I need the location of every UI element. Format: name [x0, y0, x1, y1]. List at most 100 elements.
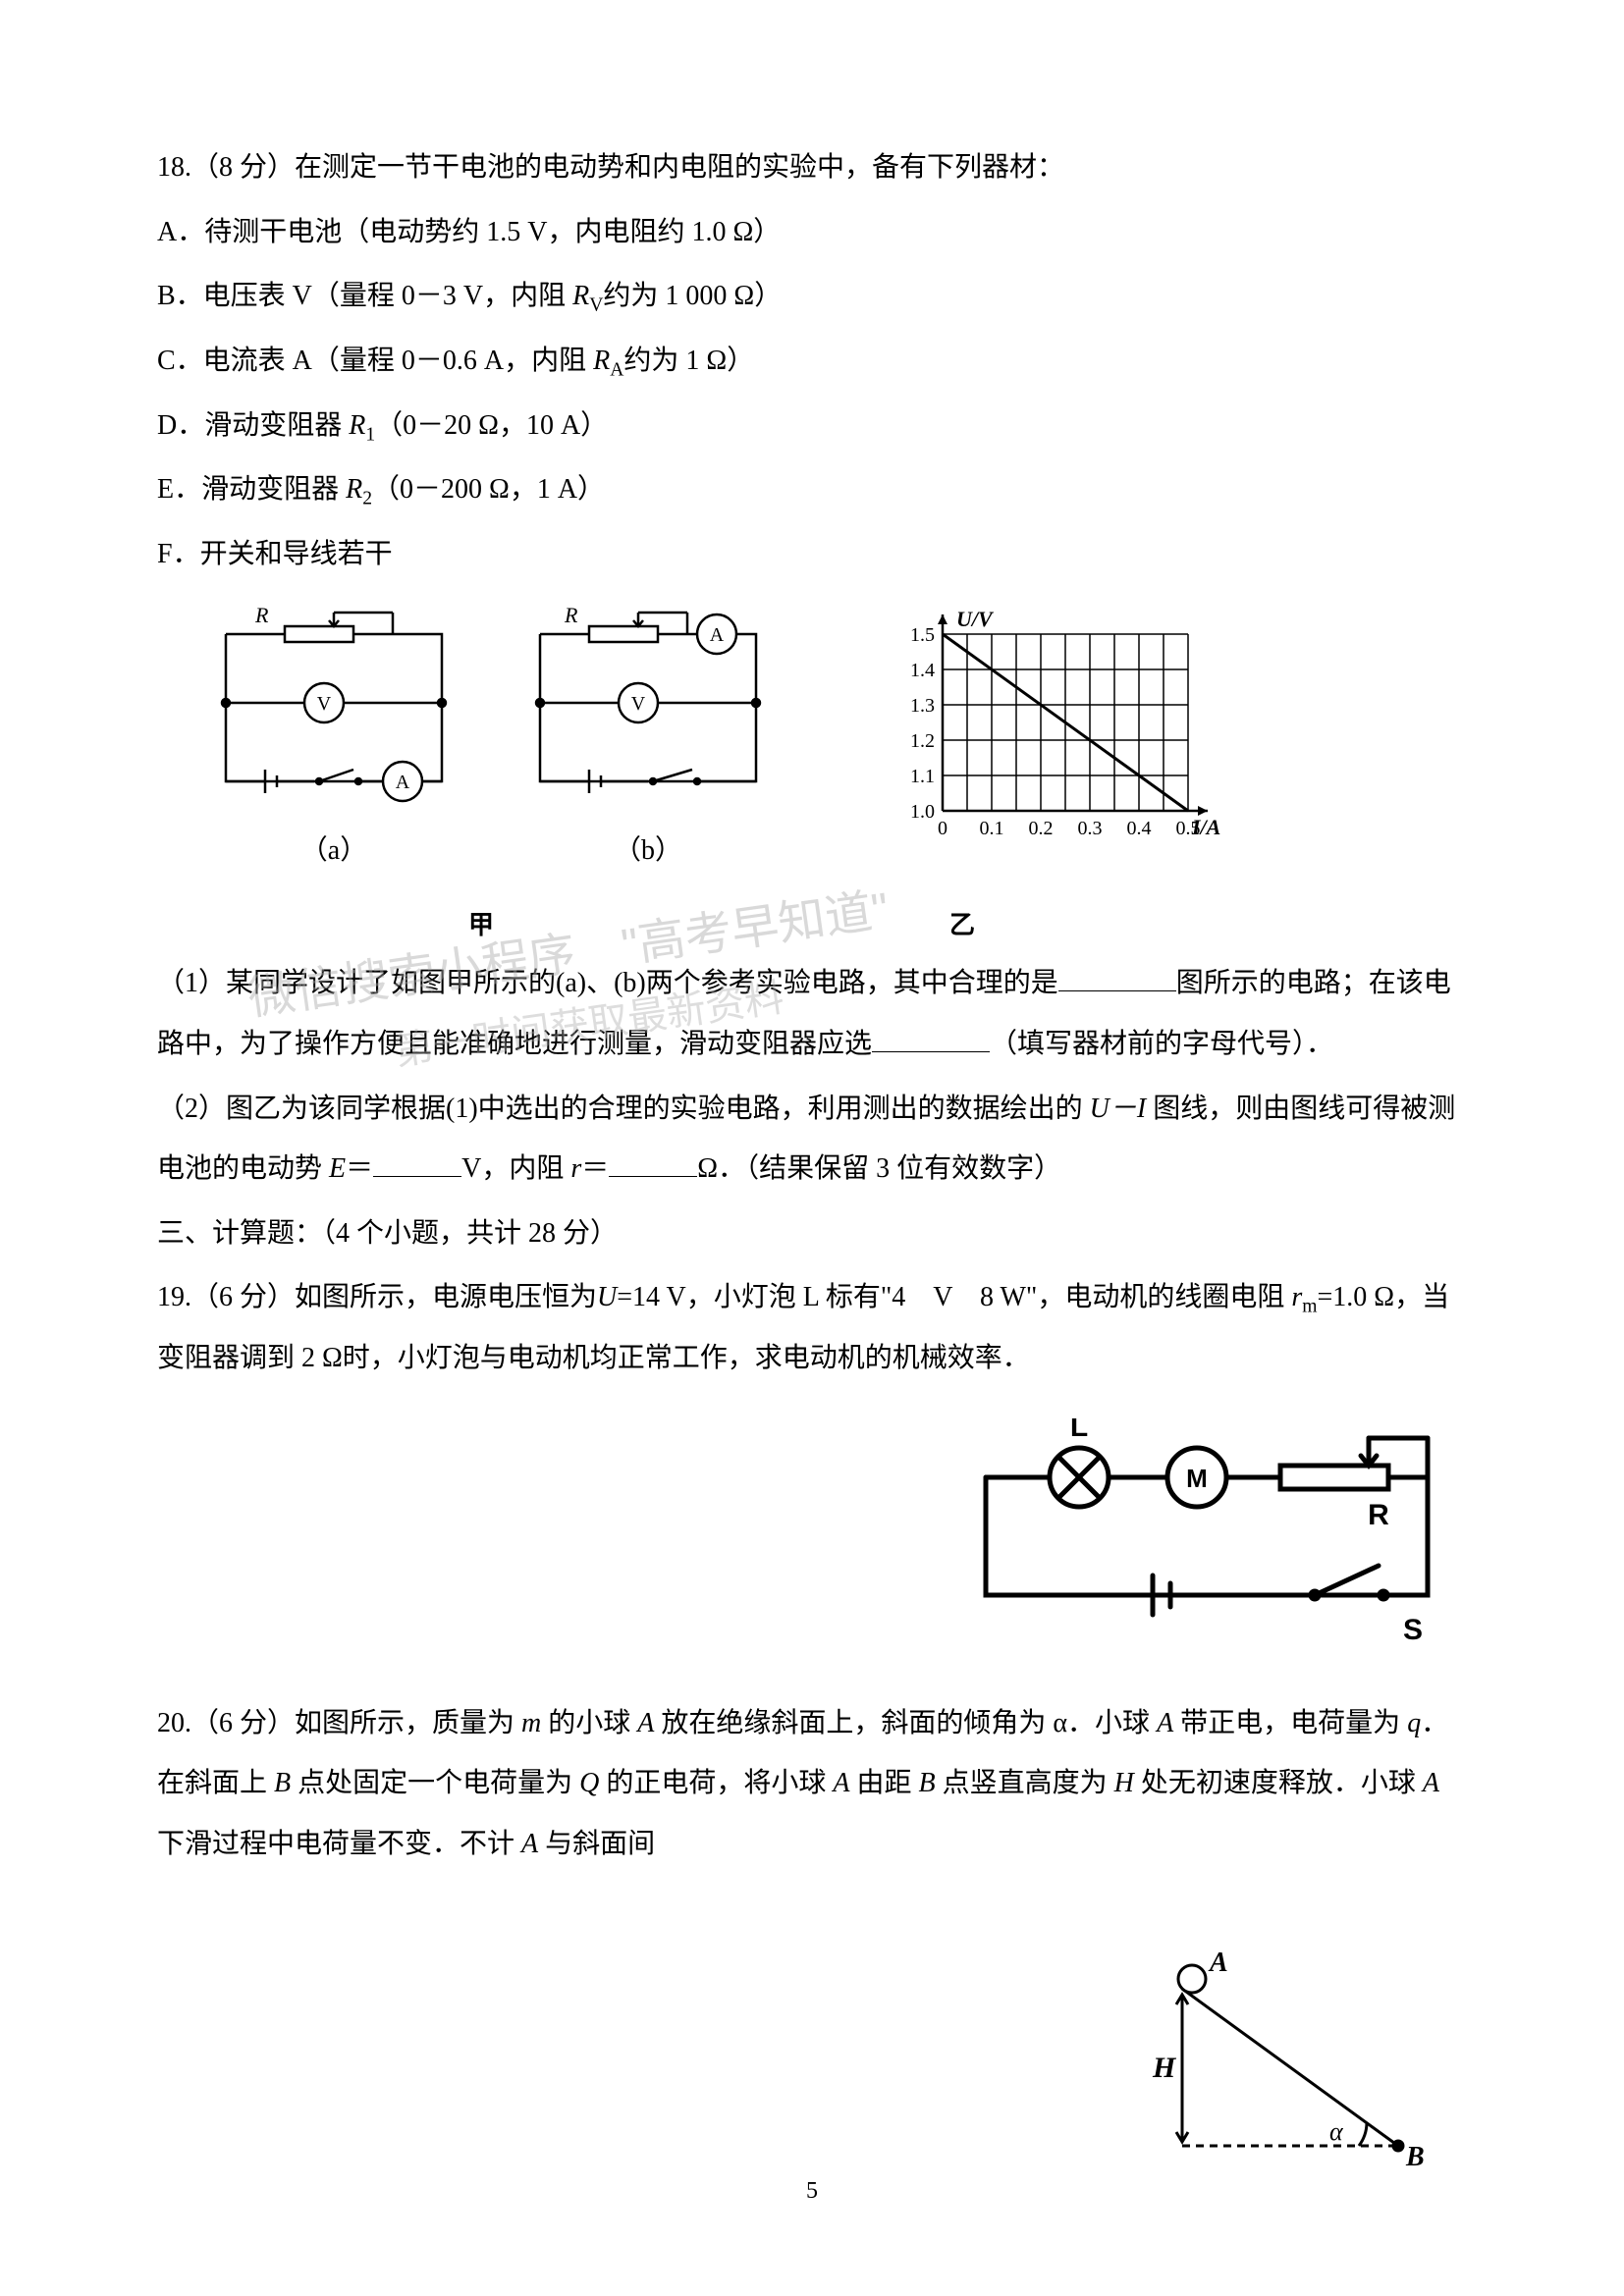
blank[interactable]: [609, 1145, 697, 1178]
text: 带正电，电荷量为: [1173, 1708, 1407, 1738]
sub-A: A: [610, 359, 623, 380]
text: 的正电荷，将小球: [599, 1768, 833, 1798]
text: （0－200 Ω，1 A）: [372, 474, 605, 505]
svg-text:U/V: U/V: [956, 607, 995, 631]
text: （0－20 Ω，10 A）: [375, 410, 608, 441]
var-E: E: [329, 1153, 346, 1184]
svg-text:1.1: 1.1: [910, 766, 935, 787]
text: D．滑动变阻器: [157, 410, 349, 441]
text: C．电流表 A（量程 0－0.6 A，内阻: [157, 346, 593, 376]
svg-text:A: A: [710, 624, 725, 646]
var-A: A: [1157, 1708, 1173, 1738]
text: ＝: [346, 1153, 373, 1184]
text: 点处固定一个电荷量为: [291, 1768, 579, 1798]
var-Q: Q: [579, 1768, 599, 1798]
label-R: R: [564, 605, 578, 627]
var-R: R: [346, 474, 362, 505]
var-r: r: [1291, 1282, 1302, 1312]
sub-V: V: [589, 295, 603, 316]
text: 下滑过程中电荷量不变．不计: [157, 1829, 521, 1859]
q18-figure-row: R V A （a）: [196, 605, 1467, 882]
circuit-b-label: （b）: [614, 821, 682, 881]
graph-yi: 1.01.11.21.31.41.500.10.20.30.40.5U/VI/A: [884, 605, 1237, 882]
q18-optA: A．待测干电池（电动势约 1.5 V，内电阻约 1.0 Ω）: [157, 202, 1467, 263]
label-alpha: α: [1329, 2117, 1344, 2146]
label-L: L: [1070, 1418, 1088, 1443]
text: 19.（6 分）如图所示，电源电压恒为: [157, 1282, 597, 1312]
text: 20.（6 分）如图所示，质量为: [157, 1708, 521, 1738]
text: B．电压表 V（量程 0－3 V，内阻: [157, 281, 572, 311]
svg-text:A: A: [396, 772, 410, 793]
circuit-a-svg: R V A: [196, 605, 471, 821]
q18-optB: B．电压表 V（量程 0－3 V，内阻 RV约为 1 000 Ω）: [157, 266, 1467, 327]
label-R: R: [254, 605, 269, 627]
q19-figure: L M R S: [157, 1418, 1467, 1644]
circuit-a-label: （a）: [300, 821, 367, 881]
svg-text:I/A: I/A: [1191, 815, 1220, 839]
caption-jia: 甲: [196, 897, 766, 953]
svg-text:1.3: 1.3: [910, 695, 935, 717]
var-UI: U－I: [1090, 1094, 1147, 1124]
var-A: A: [1423, 1768, 1439, 1798]
label-H: H: [1152, 2052, 1177, 2084]
var-A: A: [521, 1829, 538, 1859]
var-r: r: [570, 1153, 581, 1184]
var-H: H: [1114, 1768, 1134, 1798]
var-R: R: [593, 346, 610, 376]
label-B: B: [1405, 2142, 1425, 2172]
var-B: B: [919, 1768, 936, 1798]
sub-2: 2: [362, 489, 372, 509]
svg-text:1.4: 1.4: [910, 660, 935, 681]
svg-text:0.1: 0.1: [980, 818, 1004, 839]
svg-text:1.5: 1.5: [910, 624, 935, 646]
text: ＝: [581, 1153, 609, 1184]
text: （填写器材前的字母代号）．: [990, 1029, 1333, 1059]
graph-svg: 1.01.11.21.31.41.500.10.20.30.40.5U/VI/A: [884, 605, 1237, 860]
circuit-b: R A V （b）: [511, 605, 785, 881]
blank[interactable]: [872, 1019, 990, 1052]
text: E．滑动变阻器: [157, 474, 346, 505]
q19-circuit-svg: L M R S: [956, 1418, 1467, 1644]
section3-heading: 三、计算题：（4 个小题，共计 28 分）: [157, 1203, 1467, 1264]
q19-stem: 19.（6 分）如图所示，电源电压恒为U=14 V，小灯泡 L 标有"4 V 8…: [157, 1267, 1467, 1388]
q18-part2: （2）图乙为该同学根据(1)中选出的合理的实验电路，利用测出的数据绘出的 U－I…: [157, 1079, 1467, 1200]
var-A: A: [833, 1768, 849, 1798]
var-q: q: [1407, 1708, 1421, 1738]
svg-text:1.0: 1.0: [910, 801, 935, 823]
text: Ω．（结果保留 3 位有效数字）: [697, 1153, 1061, 1184]
svg-text:0.4: 0.4: [1127, 818, 1152, 839]
circuit-a: R V A （a）: [196, 605, 471, 881]
label-M: M: [1186, 1464, 1208, 1493]
blank[interactable]: [1058, 959, 1176, 992]
svg-text:0: 0: [938, 818, 947, 839]
label-S: S: [1403, 1614, 1423, 1644]
text: 处无初速度释放．小球: [1134, 1768, 1423, 1798]
text: V，内阻: [461, 1153, 570, 1184]
page-content: 18.（8 分）在测定一节干电池的电动势和内电阻的实验中，备有下列器材： A．待…: [157, 137, 1467, 1874]
var-R: R: [572, 281, 589, 311]
q18-optE: E．滑动变阻器 R2（0－200 Ω，1 A）: [157, 459, 1467, 520]
svg-text:0.3: 0.3: [1078, 818, 1103, 839]
var-B: B: [274, 1768, 291, 1798]
var-A: A: [637, 1708, 654, 1738]
text: =14 V，小灯泡 L 标有"4 V 8 W"，电动机的线圈电阻: [617, 1282, 1291, 1312]
svg-text:V: V: [317, 693, 332, 715]
text: 放在绝缘斜面上，斜面的倾角为 α．小球: [654, 1708, 1157, 1738]
q18-stem: 18.（8 分）在测定一节干电池的电动势和内电阻的实验中，备有下列器材：: [157, 137, 1467, 198]
q20-figure: A H α B: [1133, 1940, 1428, 2198]
text: 由距: [850, 1768, 919, 1798]
text: 约为 1 Ω）: [623, 346, 754, 376]
text: 点竖直高度为: [936, 1768, 1114, 1798]
var-R: R: [349, 410, 365, 441]
text: （2）图乙为该同学根据(1)中选出的合理的实验电路，利用测出的数据绘出的: [157, 1094, 1090, 1124]
svg-text:0.2: 0.2: [1029, 818, 1054, 839]
blank[interactable]: [373, 1145, 461, 1178]
label-R: R: [1368, 1499, 1389, 1531]
sub-1: 1: [365, 424, 375, 445]
q18-optF: F．开关和导线若干: [157, 524, 1467, 585]
q18-optC: C．电流表 A（量程 0－0.6 A，内阻 RA约为 1 Ω）: [157, 331, 1467, 392]
page-number: 5: [806, 2165, 818, 2217]
q18-optD: D．滑动变阻器 R1（0－20 Ω，10 A）: [157, 396, 1467, 456]
text: 约为 1 000 Ω）: [603, 281, 782, 311]
svg-text:1.2: 1.2: [910, 730, 935, 752]
